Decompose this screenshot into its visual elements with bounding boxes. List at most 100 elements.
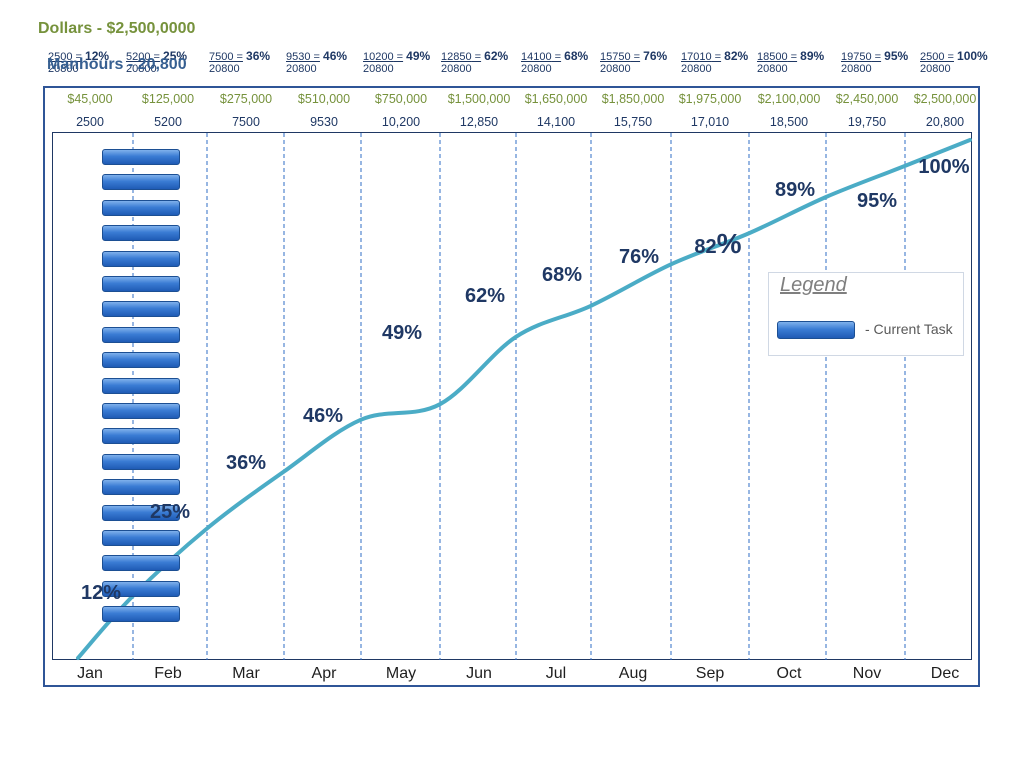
fraction-equals: = bbox=[471, 51, 482, 63]
fraction-equals: = bbox=[310, 51, 320, 63]
progress-curve bbox=[76, 138, 972, 660]
fraction-percent: 25% bbox=[163, 49, 188, 63]
fraction-percent: 12% bbox=[85, 49, 110, 63]
hours-label: 12,850 bbox=[459, 115, 499, 129]
fraction-percent: 82% bbox=[724, 49, 749, 63]
fraction-jul: 14100 = 68% 20800 bbox=[521, 50, 588, 75]
legend-label: - Current Task bbox=[865, 321, 953, 337]
month-label: Sep bbox=[695, 665, 725, 682]
current-task-bar bbox=[102, 326, 180, 343]
dollar-label: $1,500,000 bbox=[447, 92, 511, 106]
current-task-bar bbox=[102, 301, 180, 318]
legend-swatch bbox=[777, 321, 855, 339]
current-task-bar bbox=[102, 580, 180, 597]
current-task-bar bbox=[102, 199, 180, 216]
current-task-bar bbox=[102, 479, 180, 496]
hours-label: 20,800 bbox=[925, 115, 965, 129]
dollars-title: Dollars - $2,500,0000 bbox=[38, 20, 196, 37]
current-task-bar bbox=[102, 149, 180, 165]
current-task-bar bbox=[102, 377, 180, 394]
percent-label: 82% bbox=[694, 228, 742, 259]
month-label: Nov bbox=[852, 665, 882, 682]
percent-label: 68% bbox=[541, 264, 583, 286]
dollar-label: $125,000 bbox=[141, 92, 195, 106]
month-label: Jan bbox=[77, 665, 103, 682]
fraction-denominator: 20800 bbox=[841, 63, 872, 75]
dollar-label: $1,850,000 bbox=[601, 92, 665, 106]
fraction-numerator: 18500 bbox=[757, 51, 788, 63]
fraction-numerator: 9530 bbox=[286, 51, 311, 63]
fraction-denominator: 20800 bbox=[920, 63, 951, 75]
month-label: Jul bbox=[545, 665, 567, 682]
fraction-equals: = bbox=[233, 51, 243, 63]
fraction-numerator: 2500 bbox=[920, 51, 945, 63]
percent-label: 46% bbox=[302, 405, 344, 427]
fraction-percent: 46% bbox=[323, 49, 348, 63]
hours-label: 18,500 bbox=[769, 115, 809, 129]
fraction-equals: = bbox=[871, 51, 882, 63]
fraction-numerator: 15750 bbox=[600, 51, 631, 63]
month-label: Mar bbox=[232, 665, 260, 682]
legend-box: Legend - Current Task bbox=[768, 272, 964, 356]
percent-label: 49% bbox=[381, 322, 423, 344]
fraction-numerator: 19750 bbox=[841, 51, 872, 63]
fraction-feb: 5200 = 25% 20800 bbox=[126, 50, 187, 75]
fraction-numerator: 17010 bbox=[681, 51, 712, 63]
current-task-bar bbox=[102, 276, 180, 292]
current-task-bar bbox=[102, 504, 180, 521]
fraction-denominator: 20800 bbox=[681, 63, 712, 75]
dollar-label: $750,000 bbox=[374, 92, 428, 106]
month-label: Jun bbox=[466, 665, 492, 682]
fraction-sep: 17010 = 82% 20800 bbox=[681, 50, 748, 75]
fraction-percent: 62% bbox=[484, 49, 509, 63]
fraction-denominator: 20800 bbox=[48, 63, 79, 75]
dollar-label: $510,000 bbox=[297, 92, 351, 106]
fraction-percent: 95% bbox=[884, 49, 909, 63]
legend-title: Legend bbox=[780, 274, 847, 296]
fraction-equals: = bbox=[393, 51, 404, 63]
month-label: Oct bbox=[776, 665, 802, 682]
fraction-numerator: 2500 bbox=[48, 51, 73, 63]
fraction-numerator: 7500 bbox=[209, 51, 234, 63]
dollar-label: $275,000 bbox=[219, 92, 273, 106]
current-task-bar bbox=[102, 428, 180, 445]
current-task-bar bbox=[102, 403, 180, 419]
fraction-jan: 2500 = 12% 20800 bbox=[48, 50, 109, 75]
plot-area bbox=[52, 132, 972, 660]
fraction-denominator: 20800 bbox=[126, 63, 157, 75]
fraction-denominator: 20800 bbox=[363, 63, 394, 75]
fraction-oct: 18500 = 89% 20800 bbox=[757, 50, 824, 75]
current-task-bar bbox=[102, 453, 180, 470]
hours-label: 14,100 bbox=[536, 115, 576, 129]
month-label: Feb bbox=[154, 665, 182, 682]
chart-frame bbox=[43, 86, 980, 687]
hours-label: 17,010 bbox=[690, 115, 730, 129]
month-label: Apr bbox=[311, 665, 337, 682]
percent-sign: % bbox=[716, 228, 742, 259]
fraction-numerator: 14100 bbox=[521, 51, 552, 63]
percent-label: 100% bbox=[918, 156, 970, 178]
fraction-numerator: 5200 bbox=[126, 51, 151, 63]
current-task-bar bbox=[102, 555, 180, 572]
fraction-percent: 36% bbox=[246, 49, 271, 63]
current-task-bar bbox=[102, 174, 180, 191]
percent-label: 95% bbox=[856, 190, 898, 212]
fraction-may: 10200 = 49% 20800 bbox=[363, 50, 430, 75]
percent-label: 36% bbox=[225, 452, 267, 474]
fraction-equals: = bbox=[150, 51, 160, 63]
hours-label: 7500 bbox=[232, 115, 260, 129]
fraction-denominator: 20800 bbox=[521, 63, 552, 75]
current-task-bar bbox=[102, 530, 180, 546]
fraction-aug: 15750 = 76% 20800 bbox=[600, 50, 667, 75]
fraction-nov: 19750 = 95% 20800 bbox=[841, 50, 908, 75]
fraction-apr: 9530 = 46% 20800 bbox=[286, 50, 347, 75]
hours-label: 9530 bbox=[310, 115, 338, 129]
percent-label: 25% bbox=[149, 501, 191, 523]
dollar-label: $2,450,000 bbox=[835, 92, 899, 106]
percent-label: 62% bbox=[464, 285, 506, 307]
fraction-denominator: 20800 bbox=[757, 63, 788, 75]
current-task-bar bbox=[102, 352, 180, 369]
fraction-numerator: 10200 bbox=[363, 51, 394, 63]
percent-label: 76% bbox=[618, 246, 660, 268]
